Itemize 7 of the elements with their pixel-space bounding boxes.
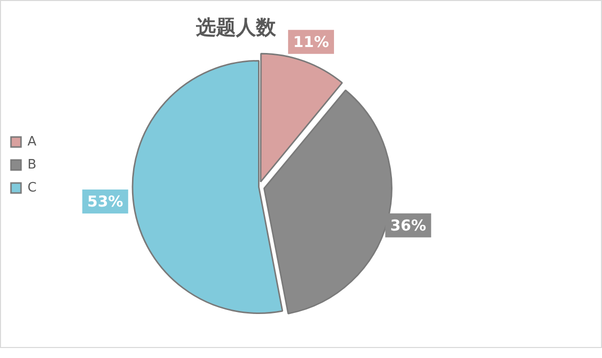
data-label: 11% bbox=[293, 32, 329, 51]
chart-title: 选题人数 bbox=[195, 15, 277, 40]
legend-label: C bbox=[28, 180, 37, 196]
legend-label: B bbox=[28, 157, 36, 172]
data-label: 36% bbox=[390, 216, 426, 234]
data-label: 53% bbox=[87, 192, 124, 210]
legend-label: A bbox=[28, 134, 36, 150]
